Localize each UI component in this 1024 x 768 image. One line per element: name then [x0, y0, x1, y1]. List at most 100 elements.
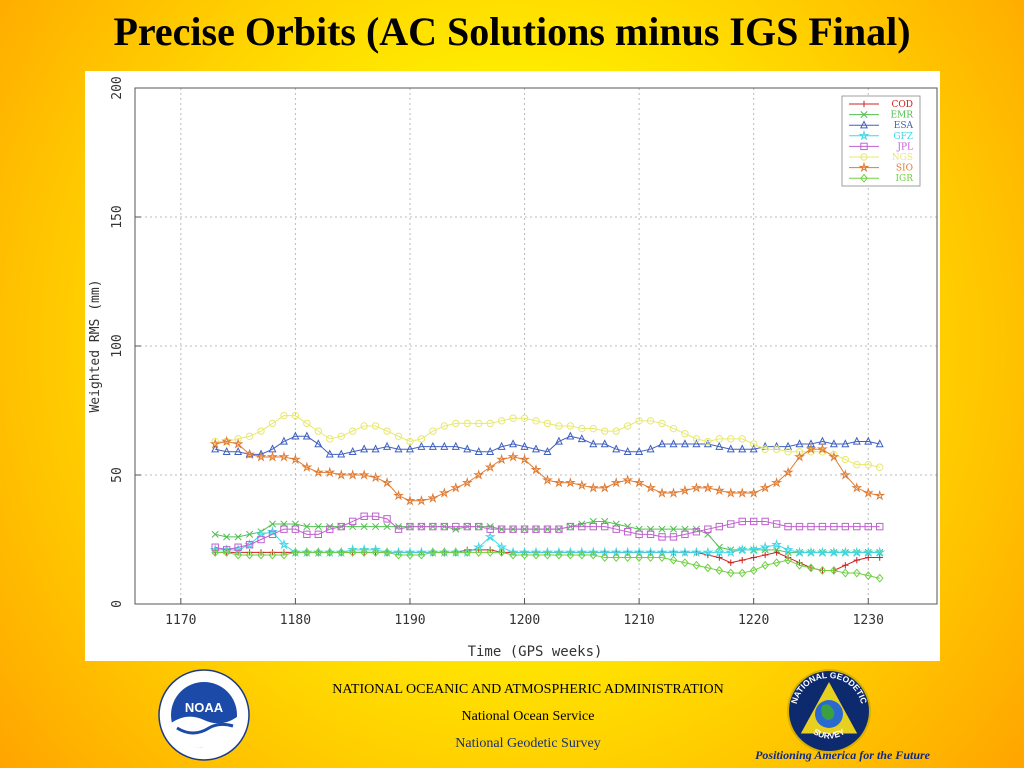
point-ngs — [257, 427, 265, 435]
point-jpl — [876, 522, 884, 531]
point-igr — [795, 560, 804, 570]
point-sio — [805, 443, 817, 454]
x-tick-label: 1170 — [165, 613, 196, 628]
point-igr — [646, 553, 655, 563]
point-ngs — [280, 411, 288, 420]
point-cod — [727, 559, 734, 566]
point-ngs — [463, 419, 471, 428]
x-tick-label: 1180 — [280, 613, 311, 628]
point-jpl — [807, 522, 815, 531]
x-tick-label: 1200 — [509, 613, 540, 628]
point-ngs — [566, 422, 575, 430]
point-sio — [278, 451, 290, 462]
point-gfz — [587, 546, 599, 558]
point-emr — [303, 523, 311, 531]
point-sio — [232, 438, 244, 449]
point-jpl — [222, 546, 231, 554]
point-gfz — [301, 546, 313, 558]
point-igr — [532, 550, 540, 560]
y-tick-label: 0 — [110, 600, 125, 608]
point-igr — [325, 547, 334, 557]
point-igr — [623, 553, 632, 563]
point-esa — [463, 444, 472, 453]
point-cod — [842, 562, 849, 569]
y-tick-label: 200 — [110, 76, 125, 99]
series-layer — [209, 411, 886, 583]
point-gfz — [759, 541, 771, 552]
point-sio — [702, 482, 714, 493]
point-sio — [771, 476, 783, 488]
point-gfz — [393, 546, 404, 558]
point-gfz — [862, 546, 874, 558]
point-ngs — [245, 432, 254, 440]
point-gfz — [541, 546, 553, 558]
point-jpl — [646, 530, 655, 539]
plot-panel: 1170 1180 1190 1200 1210 1220 1230 0 50 100 150 200… — [85, 71, 940, 661]
point-igr — [314, 547, 323, 557]
point-ngs — [532, 417, 540, 425]
legend-marker-jpl — [860, 142, 868, 151]
point-emr — [211, 530, 219, 538]
noaa-logo-text: NOAA — [185, 700, 224, 715]
legend-box — [841, 95, 921, 187]
point-esa — [245, 449, 254, 458]
point-ngs — [555, 422, 563, 430]
point-ngs — [601, 427, 609, 435]
point-ngs — [348, 427, 357, 435]
point-sio — [450, 482, 462, 493]
point-sio — [668, 487, 679, 498]
point-igr — [600, 553, 609, 563]
point-ngs — [646, 417, 655, 425]
point-gfz — [576, 546, 588, 558]
point-igr — [715, 565, 724, 575]
point-igr — [463, 547, 472, 557]
point-ngs — [784, 448, 792, 456]
point-esa — [646, 444, 655, 453]
point-igr — [268, 550, 277, 560]
series-line-jpl — [215, 515, 880, 551]
point-igr — [440, 547, 449, 557]
point-ngs — [578, 424, 586, 433]
point-jpl — [578, 522, 586, 531]
point-esa — [852, 436, 861, 445]
point-jpl — [681, 530, 689, 539]
point-esa — [279, 436, 288, 445]
point-esa — [864, 436, 873, 445]
footer-service: National Ocean Service — [461, 709, 595, 724]
point-ngs — [727, 435, 735, 443]
point-gfz — [771, 538, 783, 550]
point-sio — [427, 492, 439, 503]
series-esa — [211, 431, 884, 458]
point-sio — [862, 487, 874, 498]
point-sio — [851, 482, 863, 493]
point-igr — [852, 568, 861, 578]
point-jpl — [692, 528, 701, 536]
point-sio — [393, 489, 404, 501]
point-gfz — [347, 544, 359, 555]
point-jpl — [406, 522, 414, 531]
point-esa — [577, 434, 586, 443]
point-igr — [497, 547, 506, 557]
point-jpl — [429, 522, 437, 531]
point-esa — [234, 446, 243, 455]
point-jpl — [635, 530, 643, 539]
point-gfz — [312, 546, 324, 558]
point-igr — [257, 550, 265, 560]
point-cod — [750, 554, 757, 561]
point-emr — [234, 533, 242, 541]
point-gfz — [381, 546, 393, 558]
point-sio — [358, 469, 370, 480]
point-gfz — [289, 546, 301, 558]
point-sio — [324, 466, 336, 478]
point-igr — [692, 560, 701, 570]
point-jpl — [738, 517, 746, 526]
point-ngs — [360, 422, 368, 430]
point-ngs — [326, 435, 334, 443]
point-cod — [865, 554, 872, 561]
point-igr — [245, 550, 254, 560]
point-ngs — [612, 427, 620, 435]
point-esa — [589, 439, 598, 448]
point-sio — [713, 484, 725, 496]
point-jpl — [348, 517, 357, 526]
legend-label-gfz: GFZ — [893, 132, 913, 142]
